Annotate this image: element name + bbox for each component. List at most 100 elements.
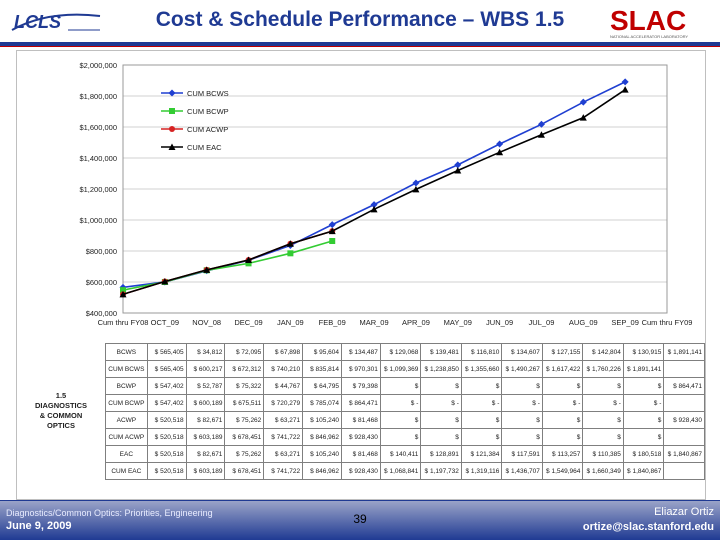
- table-cell: $ 603,189: [185, 428, 226, 446]
- table-cell: $ 928,430: [663, 411, 705, 429]
- table-cell: $ 34,812: [185, 343, 226, 361]
- table-cell: $ 520,518: [146, 445, 187, 463]
- y-tick-label: $400,000: [86, 309, 117, 318]
- table-cell: $ 1,660,349: [582, 462, 624, 480]
- table-cell: $ 1,490,267: [501, 360, 543, 378]
- table-cell: $ 129,068: [379, 343, 422, 361]
- table-cell: $: [622, 428, 665, 446]
- title-rule: [0, 42, 720, 46]
- data-point: [496, 140, 504, 148]
- data-point: [579, 114, 587, 121]
- wbs-label-line: OPTICS: [47, 421, 75, 430]
- wbs-label-line: 1.5: [55, 391, 67, 400]
- table-cell: $: [460, 411, 503, 429]
- table-cell: $ 140,411: [379, 445, 422, 463]
- table-cell: $ 675,511: [224, 394, 265, 412]
- legend-label: CUM ACWP: [187, 125, 228, 134]
- author-email: ortize@slac.stanford.edu: [582, 521, 714, 533]
- data-point: [496, 148, 504, 156]
- table-cell: $ 1,760,226: [582, 360, 624, 378]
- table-cell: $ 1,099,369: [379, 360, 422, 378]
- table-cell: $: [420, 428, 462, 446]
- lcls-logo-text: LCLS: [14, 12, 61, 32]
- table-cell: $ 142,804: [582, 343, 624, 361]
- legend-label: CUM BCWP: [187, 107, 229, 116]
- table-cell: $: [541, 428, 584, 446]
- y-tick-label: $1,400,000: [79, 154, 117, 163]
- author-name: Eliazar Ortiz: [654, 506, 714, 518]
- wbs-label-line: DIAGNOSTICS: [34, 401, 88, 410]
- table-cell: $ 600,217: [185, 360, 226, 378]
- table-cell: $ 1,197,732: [420, 462, 462, 480]
- table-cell: $ 67,898: [263, 343, 304, 361]
- data-point: [287, 250, 294, 257]
- table-cell: [663, 394, 705, 412]
- table-row: CUM BCWP $ 547,402 $ 600,189 $ 675,511 $ 720…: [105, 394, 705, 412]
- table-cell: $ 52,787: [185, 377, 226, 395]
- data-point: [412, 185, 420, 193]
- table-cell: $: [501, 377, 543, 395]
- legend-marker: [169, 108, 175, 114]
- x-tick-label: APR_09: [402, 318, 430, 327]
- data-point: [454, 161, 462, 169]
- table-row: BCWP $ 547,402 $ 52,787 $ 75,322 $ 44,767 $ 6…: [105, 377, 705, 395]
- table-cell: $ 600,189: [185, 394, 226, 412]
- x-tick-label: JUL_09: [529, 318, 555, 327]
- table-cell: $ 75,262: [224, 411, 265, 429]
- wbs-label-line: & COMMON: [39, 411, 83, 420]
- slac-logo-subtext: NATIONAL ACCELERATOR LABORATORY: [610, 34, 688, 39]
- table-cell: $ 128,891: [420, 445, 462, 463]
- table-cell: $ 741,722: [263, 462, 304, 480]
- table-cell: $ 75,262: [224, 445, 265, 463]
- table-cell: $ 81,468: [341, 411, 381, 429]
- table-cell: $ 928,430: [341, 428, 381, 446]
- legend-marker: [168, 89, 176, 97]
- legend: CUM BCWS CUM BCWP CUM ACWP CUM EAC: [161, 89, 229, 152]
- table-cell: $: [379, 377, 422, 395]
- data-point: [412, 179, 420, 187]
- data-point: [621, 86, 629, 93]
- y-tick-label: $1,200,000: [79, 185, 117, 194]
- table-cell: $ 1,238,850: [420, 360, 462, 378]
- x-tick-label: FEB_09: [319, 318, 346, 327]
- table-cell: $ -: [582, 394, 624, 412]
- table-row-label: ACWP: [105, 411, 148, 429]
- table-cell: $: [541, 411, 584, 429]
- table-cell: $ 44,767: [263, 377, 304, 395]
- table-cell: $ -: [541, 394, 584, 412]
- table-cell: $: [622, 377, 665, 395]
- table-cell: $ 928,430: [341, 462, 381, 480]
- table-cell: $ 63,271: [263, 411, 304, 429]
- table-row-label: EAC: [105, 445, 148, 463]
- table-cell: $ 139,481: [420, 343, 462, 361]
- table-row: EAC $ 520,518 $ 82,671 $ 75,262 $ 63,271 $ 10…: [105, 445, 705, 463]
- table-cell: $ 134,487: [341, 343, 381, 361]
- data-point: [537, 131, 545, 138]
- table-cell: $ 864,471: [341, 394, 381, 412]
- table-cell: $ -: [460, 394, 503, 412]
- table-cell: $ 547,402: [146, 377, 187, 395]
- footer-subtitle: Diagnostics/Common Optics: Priorities, E…: [6, 508, 213, 518]
- table-row-label: CUM ACWP: [105, 428, 148, 446]
- table-cell: $ 970,301: [341, 360, 381, 378]
- table-cell: $ 1,068,841: [379, 462, 422, 480]
- wbs-section-label: 1.5 DIAGNOSTICS & COMMON OPTICS: [19, 391, 103, 431]
- legend-label: CUM EAC: [187, 143, 222, 152]
- data-point: [120, 287, 126, 294]
- table-cell: $ 1,891,141: [622, 360, 665, 378]
- data-point: [328, 221, 336, 229]
- table-cell: $ 547,402: [146, 394, 187, 412]
- plot-border: [122, 64, 668, 314]
- cumulative-cost-chart: $400,000 $600,000 $800,000 $1,000,000 $1,200…: [79, 61, 692, 327]
- data-point: [454, 167, 462, 174]
- table-cell: $: [460, 428, 503, 446]
- table-cell: $ 720,279: [263, 394, 304, 412]
- table-cell: $ 846,962: [302, 428, 343, 446]
- table-cell: $: [582, 428, 624, 446]
- x-tick-label: NOV_08: [192, 318, 221, 327]
- y-tick-label: $600,000: [86, 278, 117, 287]
- x-tick-label: AUG_09: [569, 318, 598, 327]
- lcls-logo: LCLS: [11, 12, 101, 32]
- x-tick-label: MAY_09: [444, 318, 472, 327]
- table-cell: $ 121,384: [460, 445, 503, 463]
